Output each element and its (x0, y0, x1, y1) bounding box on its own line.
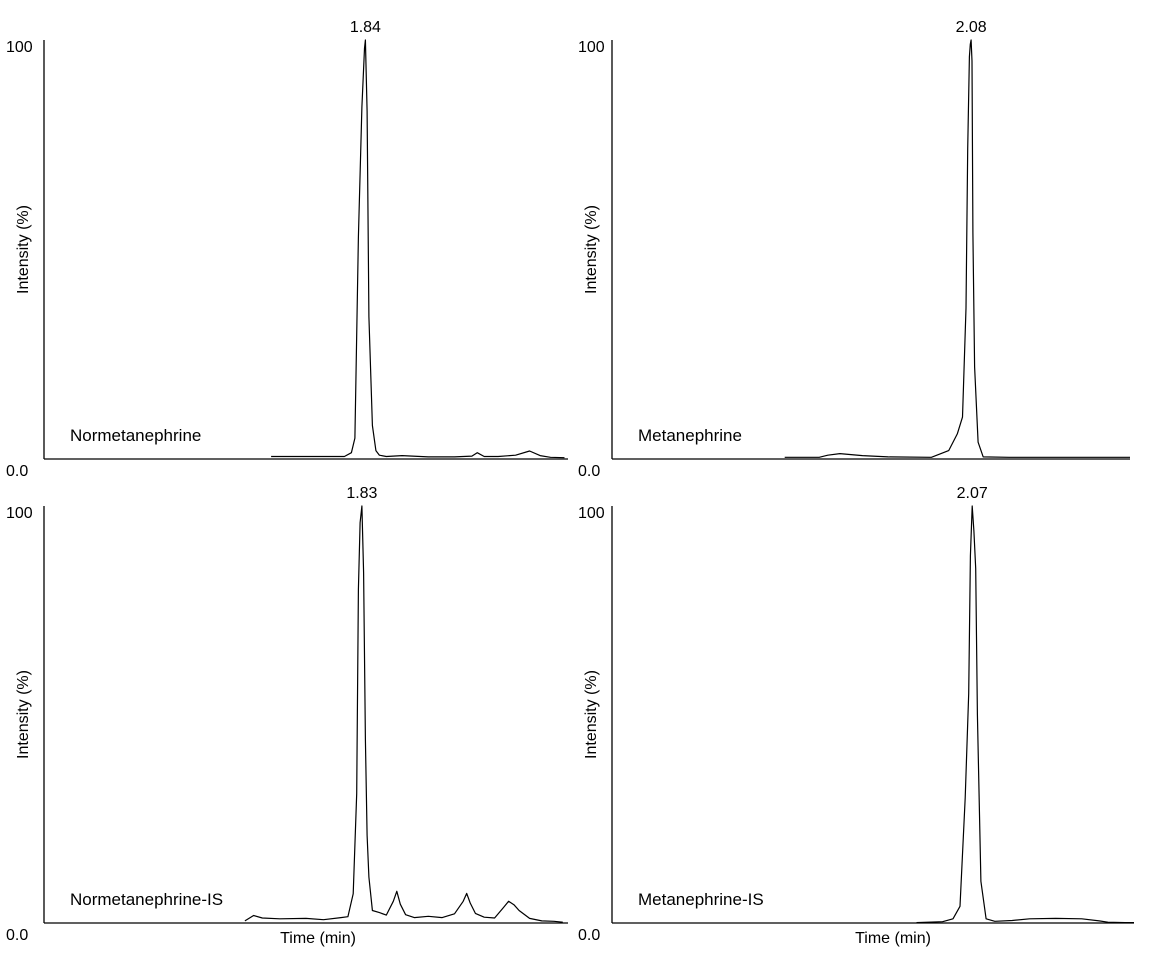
x-axis-label: Time (min) (280, 930, 356, 947)
chart-panel-metanephrine: 2.08 100 0.0 Intensity (%) Metanephrine (578, 19, 1130, 480)
chromatogram-trace (784, 39, 1130, 458)
peak-time-label: 2.08 (956, 19, 987, 36)
y-tick-label-top: 100 (6, 505, 33, 522)
x-axis-label: Time (min) (855, 930, 931, 947)
chromatogram-trace (271, 39, 565, 459)
peak-time-label: 2.07 (957, 485, 988, 502)
y-axis-label: Intensity (%) (15, 670, 32, 759)
y-tick-label-bottom: 0.0 (578, 463, 600, 480)
chromatogram-trace (916, 505, 1134, 924)
y-tick-label-top: 100 (578, 505, 605, 522)
chart-panel-normetanephrine: 1.84 100 0.0 Intensity (%) Normetanephrine (6, 19, 568, 480)
peak-time-label: 1.83 (346, 485, 377, 502)
compound-label: Normetanephrine (70, 426, 201, 445)
chart-panel-metanephrine-is: 2.07 100 0.0 Intensity (%) Metanephrine-IS Ti… (578, 485, 1134, 947)
chart-panel-normetanephrine-is: 1.83 100 0.0 Intensity (%) Normetanephrine-I… (6, 485, 568, 947)
y-tick-label-bottom: 0.0 (6, 927, 28, 944)
chromatogram-trace (244, 505, 563, 923)
compound-label: Metanephrine-IS (638, 890, 764, 909)
y-tick-label-top: 100 (6, 39, 33, 56)
y-tick-label-bottom: 0.0 (6, 463, 28, 480)
y-tick-label-top: 100 (578, 39, 605, 56)
compound-label: Metanephrine (638, 426, 742, 445)
y-axis-label: Intensity (%) (583, 670, 600, 759)
y-axis-label: Intensity (%) (583, 205, 600, 294)
compound-label: Normetanephrine-IS (70, 890, 223, 909)
y-tick-label-bottom: 0.0 (578, 927, 600, 944)
y-axis-label: Intensity (%) (15, 205, 32, 294)
peak-time-label: 1.84 (350, 19, 381, 36)
